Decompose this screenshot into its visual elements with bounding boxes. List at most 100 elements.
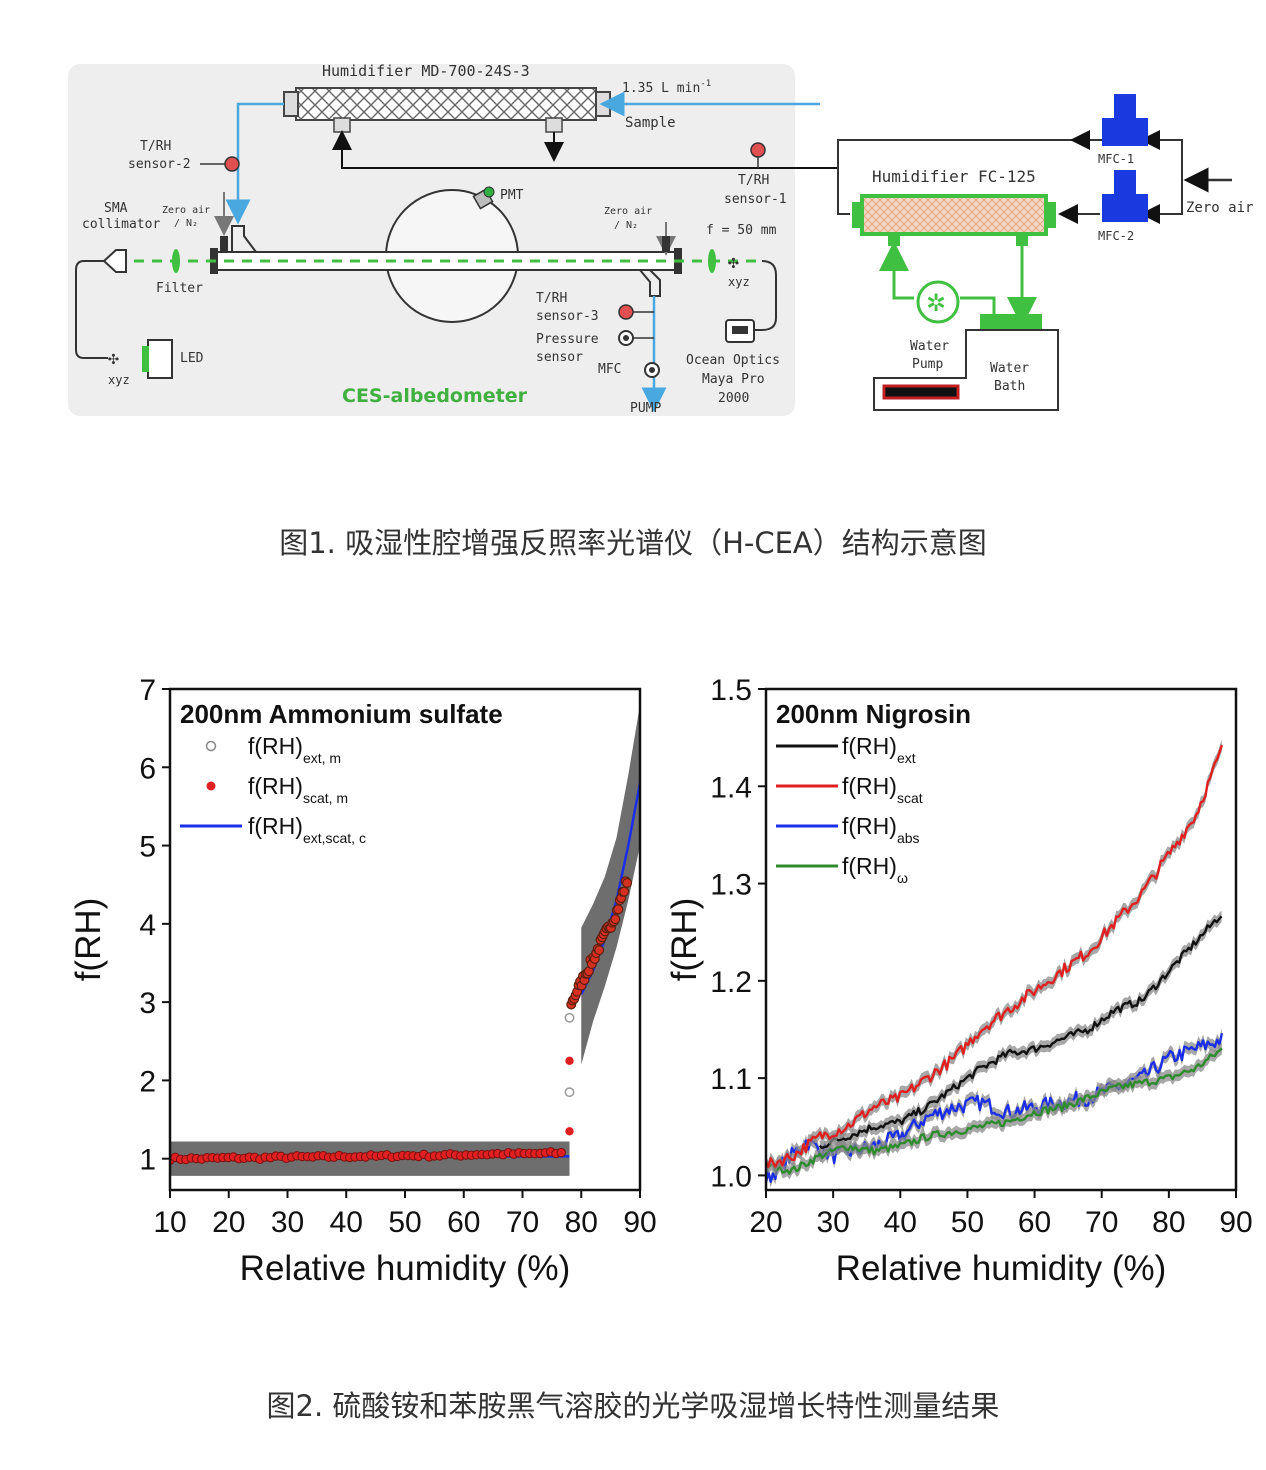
y-tick-label: 1.1 [710,1063,752,1096]
legend-label: f(RH)ext, m [248,733,341,766]
x-tick-label: 10 [153,1206,186,1239]
x-tick-label: 40 [884,1206,917,1239]
y-tick-label: 1.2 [710,966,752,999]
humidifier-fc-label: Humidifier FC-125 [872,167,1036,186]
y-tick-label: 3 [139,987,156,1020]
chart-title: 200nm Ammonium sulfate [180,699,503,729]
chart-ammonium-sulfate: 10 20 30 40 50 60 70 80 90 1 2 3 4 5 6 7 Relative humidi… [69,674,657,1288]
point-scat-m [622,877,633,888]
figure1-caption: 图1. 吸湿性腔增强反照率光谱仪（H-CEA）结构示意图 [279,526,987,560]
y-tick-label: 1.0 [710,1160,752,1193]
mfc2-label: MFC-2 [1098,229,1134,243]
y-tick-label: 1 [139,1144,156,1177]
ces-albedometer-label: CES-albedometer [342,385,528,407]
zero-air-left-b: / N₂ [174,218,198,229]
filter-label: Filter [156,281,203,296]
zero-air-manifold [837,139,1183,215]
plot-frame [168,687,642,1192]
y-tick-label: 2 [139,1065,156,1098]
humidifier-md-label: Humidifier MD-700-24S-3 [322,62,530,80]
water-pump-label-a: Water [910,339,949,354]
point-scat-m [565,1056,574,1066]
point-scat-m [610,914,621,925]
pmt-label: PMT [500,188,524,203]
y-tick-label: 1.4 [710,771,752,804]
x-axis-label: Relative humidity (%) [836,1249,1167,1288]
y-tick-label: 4 [139,909,156,942]
chart-title: 200nm Nigrosin [776,699,971,729]
flow-label: 1.35 L min-1 [622,79,711,96]
trh3-label-a: T/RH [536,291,567,306]
series-band-ext [819,910,1222,1154]
y-tick-label: 6 [139,752,156,785]
svg-text:✲: ✲ [926,289,946,317]
zero-air-label: Zero air [1186,200,1253,216]
y-tick-label: 7 [139,674,156,707]
mfc-2-icon [1102,170,1148,222]
trh1-label-a: T/RH [738,173,769,188]
pressure-label-a: Pressure [536,332,599,347]
legend-label: f(RH)scat, m [248,773,348,806]
y-tick-label: 1.5 [710,674,752,707]
filter-icon [172,249,180,273]
lens-icon [708,249,716,273]
water-pump-icon [916,280,960,324]
series-line-omega [766,1047,1223,1175]
x-tick-label: 30 [271,1206,304,1239]
figure2-caption: 图2. 硫酸铵和苯胺黑气溶胶的光学吸湿增长特性测量结果 [266,1389,1000,1423]
xyz-left-label: xyz [108,373,130,387]
chart-nigrosin: 20 30 40 50 60 70 80 90 1.0 1.1 1.2 1.3 1.4 1.5 Relati… [665,674,1253,1288]
legend-label: f(RH)ext,scat, c [248,813,366,846]
sample-label: Sample [625,115,676,131]
ocean-label-a: Ocean Optics [686,353,780,368]
sma-label-b: collimator [82,217,160,232]
zero-air-right-a: Zero air [604,206,652,217]
x-tick-label: 50 [951,1206,984,1239]
x-tick-label: 70 [506,1206,539,1239]
trh2-label-a: T/RH [140,139,171,154]
x-tick-label: 20 [212,1206,245,1239]
ocean-label-c: 2000 [718,391,749,406]
legend-label: f(RH)ω [842,853,908,886]
xyz-stage-left-icon: ✣ [108,348,119,369]
x-tick-label: 90 [1219,1206,1252,1239]
y-axis-label: f(RH) [665,898,704,982]
legend-marker [206,781,216,791]
x-tick-label: 50 [388,1206,421,1239]
point-ext-m [564,1087,575,1098]
water-bath-top [980,314,1042,330]
point-scat-m [619,886,630,897]
sample-to-cell-line [225,102,284,225]
x-tick-label: 80 [565,1206,598,1239]
trh3-label-b: sensor-3 [536,309,599,324]
mfc-label: MFC [598,362,621,377]
legend-label: f(RH)ext [842,733,916,766]
led-label: LED [180,351,204,366]
sheath-flow-line [332,130,838,169]
sma-collimator-icon [102,249,127,273]
zero-air-right-b: / N₂ [614,220,638,231]
point-scat-m [613,904,624,915]
x-tick-label: 70 [1085,1206,1118,1239]
legend: f(RH)ext f(RH)scat f(RH)abs f(RH)ω [776,733,923,886]
humidifier-fc125 [852,194,1056,246]
water-pump-label-b: Pump [912,357,943,372]
x-tick-label: 40 [330,1206,363,1239]
legend: f(RH)ext, m f(RH)scat, m f(RH)ext,scat, c [180,733,366,846]
pump-label: PUMP [630,401,661,416]
mfc1-label: MFC-1 [1098,152,1134,166]
legend-label: f(RH)scat [842,773,923,806]
y-tick-label: 1.3 [710,869,752,902]
pressure-label-b: sensor [536,350,583,365]
fiber-right [754,260,777,331]
trh1-label-b: sensor-1 [724,192,787,207]
xyz-stage-right-icon: ✣ [728,252,739,273]
fiber-left [75,260,108,359]
water-supply-line [879,241,914,300]
legend-marker [205,740,217,752]
x-tick-label: 60 [447,1206,480,1239]
x-tick-label: 60 [1018,1206,1051,1239]
series-line-ext [818,915,1223,1150]
pmt-icon [472,186,495,210]
